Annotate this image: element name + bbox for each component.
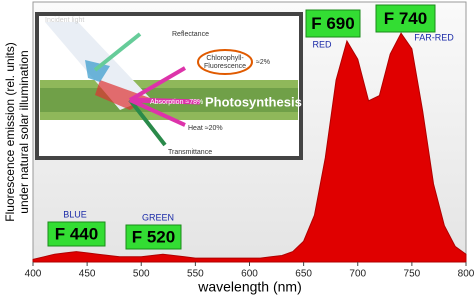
inset-diagram: Incident light Reflectance Chlorophyll- … xyxy=(35,12,303,160)
arrow-reflectance xyxy=(93,32,142,72)
fluorescence-ellipse xyxy=(197,49,253,75)
band-label: BLUE xyxy=(63,209,87,219)
inset-label: Heat ≈20% xyxy=(188,125,223,132)
x-tick-label: 750 xyxy=(404,269,421,280)
inset-label: Transmittance xyxy=(168,149,212,156)
y-axis-label: Fluorescence emission (rel. units) xyxy=(3,42,17,221)
arrow-fluorescence xyxy=(128,66,187,102)
x-axis-label: wavelength (nm) xyxy=(197,279,302,295)
x-tick-label: 450 xyxy=(79,269,96,280)
band-label: FAR-RED xyxy=(414,32,454,42)
peak-label-box xyxy=(47,221,106,247)
band-label: GREEN xyxy=(142,212,174,222)
band-label: RED xyxy=(312,39,332,49)
inset-label: Incident light xyxy=(45,17,84,24)
x-tick-label: 800 xyxy=(458,269,474,280)
inset-label: Photosynthesis xyxy=(205,94,302,109)
peak-label: F 690 xyxy=(311,14,354,33)
y-axis-label: under natural solar illumination xyxy=(17,50,31,213)
x-tick-label: 400 xyxy=(25,269,42,280)
emission-area xyxy=(32,32,467,263)
peak-label: F 440 xyxy=(55,224,98,243)
inset-label: Absorption ≈78% xyxy=(150,99,203,106)
arrow-absorption xyxy=(129,97,201,105)
inset-label: ≈2% xyxy=(256,59,270,66)
peak-label-box xyxy=(305,9,361,38)
x-tick-label: 650 xyxy=(295,269,312,280)
x-tick-label: 600 xyxy=(241,269,258,280)
peak-label: F 740 xyxy=(384,9,427,28)
arrow-heat xyxy=(129,98,186,127)
inset-label: Fluorescence xyxy=(204,63,246,70)
x-tick-label: 700 xyxy=(349,269,366,280)
x-tick-label: 500 xyxy=(133,269,150,280)
peak-label: F 520 xyxy=(132,227,175,246)
inset-label: Chlorophyll- xyxy=(206,55,244,62)
x-tick-label: 550 xyxy=(187,269,204,280)
peak-label-box xyxy=(125,224,182,250)
peak-label-box xyxy=(375,4,436,33)
inset-label: Reflectance xyxy=(172,31,209,38)
arrow-transmittance xyxy=(128,98,167,147)
